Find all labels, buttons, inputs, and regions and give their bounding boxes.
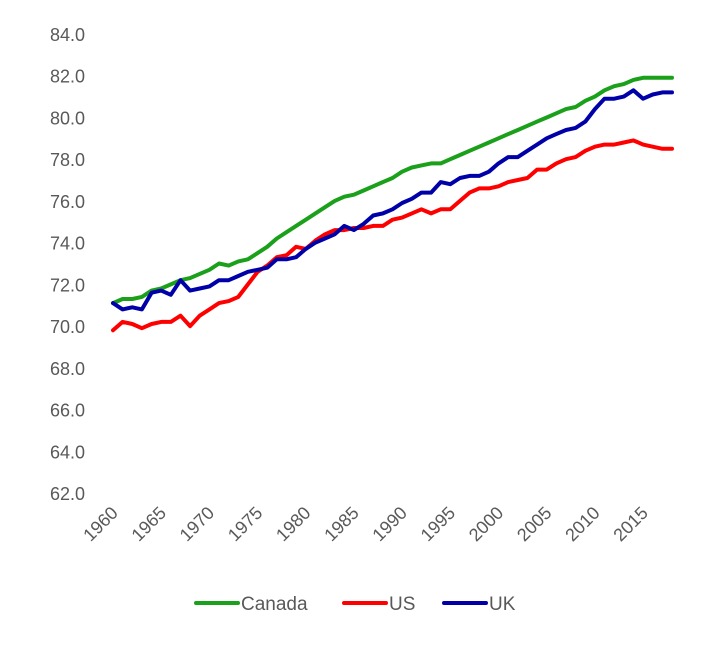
y-axis-ticks: 62.0 64.0 66.0 68.0 70.0 72.0 74.0 76.0 78.0 80.0… bbox=[50, 25, 85, 504]
y-tick-label: 62.0 bbox=[50, 484, 85, 504]
series-line-canada bbox=[111, 75, 674, 306]
x-axis-ticks: 1960 1965 1970 1975 1980 1985 1990 1995 2000 2005… bbox=[79, 503, 652, 545]
y-tick-label: 72.0 bbox=[50, 275, 85, 295]
x-tick-label: 1960 bbox=[79, 503, 121, 545]
x-tick-label: 2005 bbox=[513, 503, 555, 545]
x-tick-label: 1990 bbox=[369, 503, 411, 545]
x-tick-label: 1980 bbox=[272, 503, 314, 545]
y-tick-label: 74.0 bbox=[50, 234, 85, 254]
series-line-us bbox=[111, 138, 674, 333]
series-line-uk bbox=[111, 88, 674, 312]
y-tick-label: 82.0 bbox=[50, 67, 85, 87]
x-tick-label: 1975 bbox=[224, 503, 266, 545]
series-lines bbox=[111, 75, 674, 333]
y-tick-label: 66.0 bbox=[50, 401, 85, 421]
y-tick-label: 84.0 bbox=[50, 25, 85, 45]
x-tick-label: 1995 bbox=[417, 503, 459, 545]
x-tick-label: 2015 bbox=[609, 503, 651, 545]
legend: Canada US UK bbox=[194, 594, 516, 615]
legend-label-uk: UK bbox=[489, 594, 516, 615]
y-tick-label: 70.0 bbox=[50, 317, 85, 337]
x-tick-label: 1970 bbox=[176, 503, 218, 545]
y-tick-label: 80.0 bbox=[50, 108, 85, 128]
y-tick-label: 76.0 bbox=[50, 192, 85, 212]
y-tick-label: 64.0 bbox=[50, 442, 85, 462]
x-tick-label: 2000 bbox=[465, 503, 507, 545]
legend-label-canada: Canada bbox=[241, 594, 308, 615]
x-tick-label: 1965 bbox=[128, 503, 170, 545]
y-tick-label: 68.0 bbox=[50, 359, 85, 379]
x-tick-label: 1985 bbox=[320, 503, 362, 545]
legend-label-us: US bbox=[389, 594, 415, 615]
x-tick-label: 2010 bbox=[561, 503, 603, 545]
y-tick-label: 78.0 bbox=[50, 150, 85, 170]
